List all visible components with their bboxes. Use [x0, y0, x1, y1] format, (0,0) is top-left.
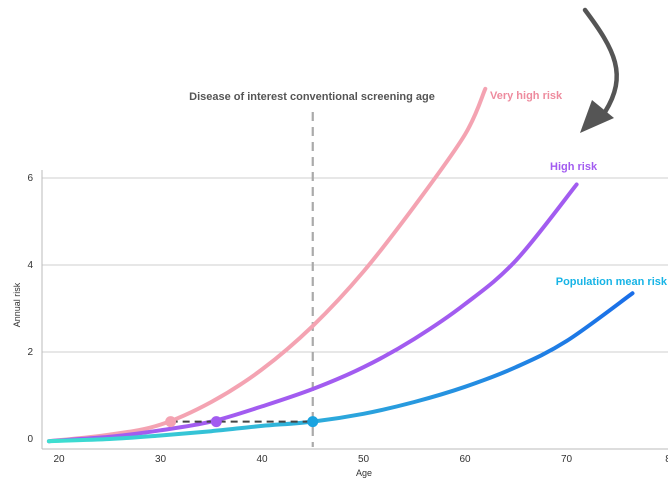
x-tick-label: 60 — [459, 454, 471, 465]
arrow-group — [580, 7, 619, 133]
y-tick-label: 0 — [27, 434, 33, 445]
population-mean-risk-curve — [46, 291, 635, 444]
x-tick-label: 40 — [256, 454, 268, 465]
x-tick-label: 30 — [155, 454, 167, 465]
very-high-risk-marker — [165, 416, 177, 428]
x-axis-label: Age — [356, 468, 372, 478]
population-risk-marker — [307, 416, 319, 428]
very-high-risk-label: Very high risk — [490, 90, 563, 102]
population-mean-risk-label: Population mean risk — [556, 276, 668, 288]
axes: 0 2 4 6 20 30 40 50 60 70 8 Age Annual risk — [12, 170, 668, 478]
y-tick-label: 2 — [27, 347, 33, 358]
y-axis-label: Annual risk — [12, 282, 22, 327]
series-group — [46, 86, 635, 444]
high-risk-curve — [46, 182, 579, 444]
curved-arrow-shaft — [582, 7, 619, 115]
x-tick-label: 50 — [358, 454, 370, 465]
y-tick-label: 6 — [27, 173, 33, 184]
reference-line-group: Disease of interest conventional screeni… — [189, 91, 435, 447]
gridlines — [42, 177, 668, 353]
x-tick-label: 8 — [665, 454, 668, 465]
label-group: Very high risk High risk Population mean r… — [490, 90, 668, 288]
y-tick-label: 4 — [27, 260, 33, 271]
x-tick-label: 20 — [53, 454, 65, 465]
high-risk-label: High risk — [550, 161, 598, 173]
x-tick-label: 70 — [561, 454, 573, 465]
marker-group — [165, 416, 319, 428]
curved-arrow-head — [580, 100, 614, 133]
screening-age-label: Disease of interest conventional screeni… — [189, 91, 435, 103]
very-high-risk-curve — [46, 86, 488, 444]
high-risk-marker — [210, 416, 222, 428]
